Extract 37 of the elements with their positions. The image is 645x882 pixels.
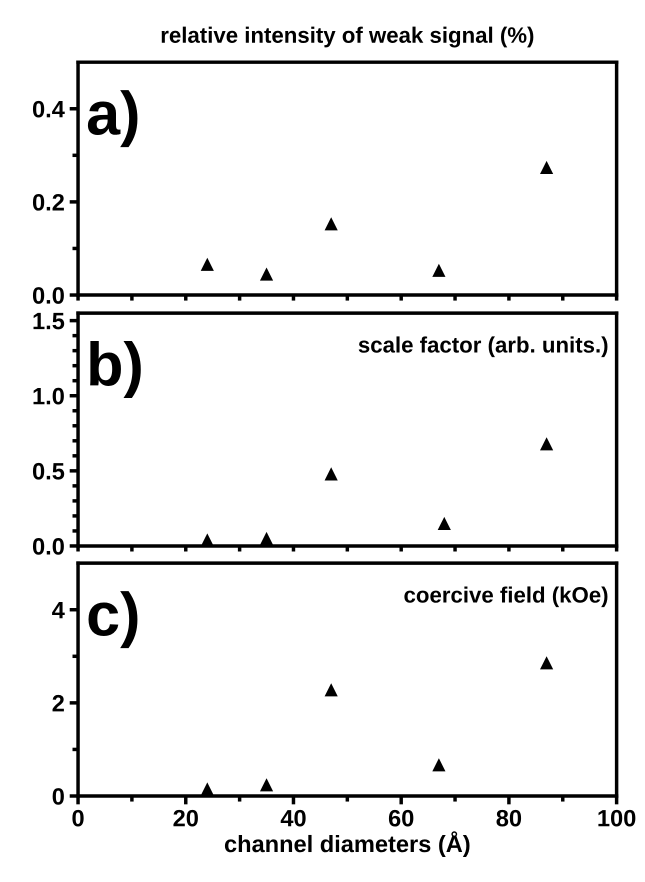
annotation: c) <box>88 591 138 648</box>
x-tick-label: 0 <box>72 810 84 827</box>
y-tick-label: 0.5 <box>32 462 64 480</box>
point <box>200 258 214 271</box>
point <box>260 532 274 546</box>
point <box>432 264 446 277</box>
x-tick-label: 40 <box>280 810 306 827</box>
chart-title: relative intensity of weak signal (%) <box>162 26 534 48</box>
y-tick-label: 0.0 <box>32 538 64 555</box>
point <box>260 267 274 281</box>
point <box>260 778 274 792</box>
point <box>438 516 451 530</box>
x-tick-label: 60 <box>388 810 414 827</box>
annotation: coercive field (kOe) <box>404 586 608 608</box>
point <box>324 217 338 230</box>
x-tick-label: 100 <box>598 810 636 827</box>
x-tick-label: 80 <box>496 810 522 827</box>
point <box>540 656 554 670</box>
point <box>540 437 554 450</box>
y-tick-label: 1.0 <box>34 388 64 405</box>
y-tick-label: 0.0 <box>32 287 64 304</box>
y-tick-label: 1.5 <box>34 312 64 330</box>
annotation: b) <box>90 341 141 398</box>
point <box>540 160 554 174</box>
annotation: a) <box>88 90 138 148</box>
y-tick-label: 0.2 <box>32 194 64 211</box>
point <box>200 782 214 796</box>
y-tick-label: 0.4 <box>32 100 65 118</box>
annotation: scale factor (arb. units.) <box>358 336 608 358</box>
point <box>324 467 338 480</box>
point <box>432 758 446 772</box>
x-axis-title: channel diameters (Å) <box>224 831 470 857</box>
y-tick-label: 2 <box>52 694 64 712</box>
point <box>324 683 338 696</box>
x-tick-label: 20 <box>173 810 198 827</box>
y-tick-label: 4 <box>52 602 65 618</box>
y-tick-label: 0 <box>52 788 64 805</box>
